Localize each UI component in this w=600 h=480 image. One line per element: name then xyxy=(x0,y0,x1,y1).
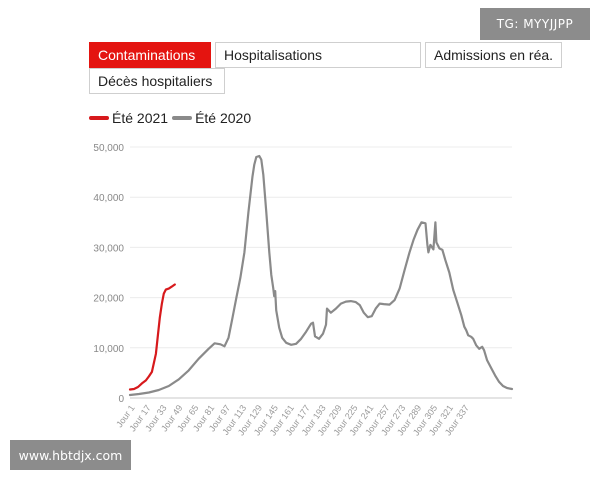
chart-series xyxy=(128,154,514,397)
series-line-ete-2020 xyxy=(128,154,514,397)
tab-contaminations[interactable]: Contaminations xyxy=(89,42,211,68)
legend-label-ete-2021: Été 2021 xyxy=(112,110,169,126)
legend-swatch-ete-2021 xyxy=(89,116,109,120)
y-tick-label: 0 xyxy=(118,394,124,405)
tab-admissions-rea[interactable]: Admissions en réa. xyxy=(425,42,563,68)
watermark-bottom: www.hbtdjx.com xyxy=(10,440,131,470)
y-axis: 0 10,000 20,000 30,000 40,000 50,000 xyxy=(93,143,124,405)
legend-item-ete-2020[interactable]: Été 2020 xyxy=(172,110,251,126)
tab-hospitalisations[interactable]: Hospitalisations xyxy=(215,42,421,68)
watermark-top: TG: MYYJJPP xyxy=(480,8,590,40)
legend-swatch-ete-2020 xyxy=(172,116,193,120)
chart-legend: Été 2021 Été 2020 xyxy=(89,108,255,128)
y-tick-label: 10,000 xyxy=(93,344,124,355)
legend-label-ete-2020: Été 2020 xyxy=(195,110,252,126)
legend-item-ete-2021[interactable]: Été 2021 xyxy=(89,110,168,126)
chart-grid xyxy=(130,146,512,399)
y-tick-label: 20,000 xyxy=(93,294,124,305)
series-line-ete-2021 xyxy=(128,283,176,391)
y-tick-label: 40,000 xyxy=(93,193,124,204)
y-tick-label: 30,000 xyxy=(93,243,124,254)
y-tick-label: 50,000 xyxy=(93,143,124,154)
tab-deces-hospitaliers[interactable]: Décès hospitaliers xyxy=(89,68,225,94)
line-chart: 0 10,000 20,000 30,000 40,000 50,000 Jour 1Jo… xyxy=(93,143,514,437)
